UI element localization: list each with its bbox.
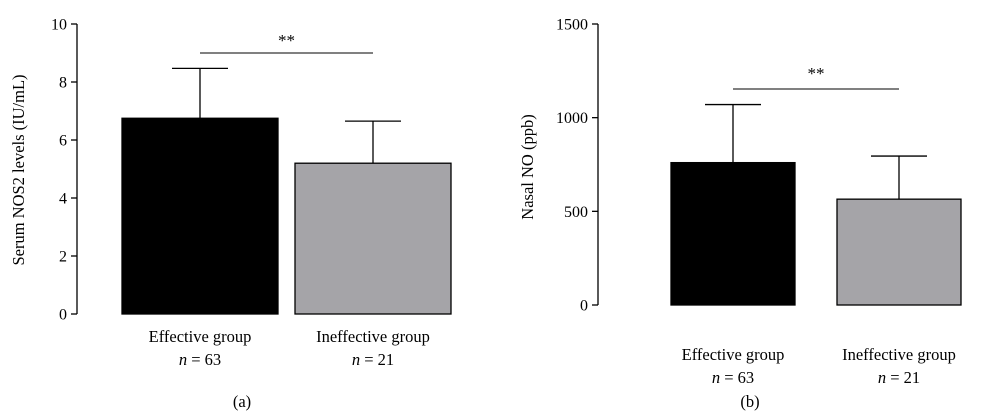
panel-a-n-label-ineffective: n = 21 xyxy=(352,350,394,369)
panel-b-y-tick-label: 0 xyxy=(580,298,588,315)
panel-a-y-tick-label: 8 xyxy=(59,75,67,92)
panel-b-y-tick-label: 1500 xyxy=(556,17,588,34)
panel-a-error-bars xyxy=(172,67,401,164)
panel-b-bar-effective xyxy=(670,161,796,306)
panel-a-y-tick-label: 6 xyxy=(59,133,67,150)
panel-b-chart: 0 500 1000 1500 ** Nasal NO (ppb) Effective… xyxy=(518,17,962,411)
panel-b-y-axis-label: Nasal NO (ppb) xyxy=(518,114,537,219)
panel-b-y-tick-label: 500 xyxy=(564,204,588,221)
panel-a-y-tick-label: 0 xyxy=(59,307,67,324)
panel-a-bar-ineffective xyxy=(294,162,452,315)
panel-a-bar-effective xyxy=(121,117,279,315)
panel-b-n-label-ineffective: n = 21 xyxy=(878,368,920,387)
panel-a-bars xyxy=(121,117,452,315)
panel-b-y-axis: 0 500 1000 1500 xyxy=(556,17,599,315)
panel-b-n-label-effective: n = 63 xyxy=(712,368,754,387)
panel-b-label: (b) xyxy=(740,392,759,411)
panel-a-significance: ** xyxy=(200,31,373,54)
panel-b-error-bars xyxy=(705,103,927,200)
panel-a-y-tick-label: 10 xyxy=(51,17,67,34)
panel-b-bar-ineffective xyxy=(836,198,962,306)
panel-b-category-label-effective: Effective group xyxy=(682,345,785,364)
panel-b-significance: ** xyxy=(733,64,899,90)
panel-a-y-tick-label: 2 xyxy=(59,249,67,266)
panel-a-significance-stars: ** xyxy=(278,31,295,50)
panel-a-label: (a) xyxy=(233,392,251,411)
panel-b-bars xyxy=(670,161,962,306)
panel-a-category-label-effective: Effective group xyxy=(149,327,252,346)
panel-b-significance-stars: ** xyxy=(808,64,825,83)
panel-a-chart: 0 2 4 6 8 10 ** Serum NOS2 levels (IU/mL) Eff… xyxy=(9,17,452,411)
panel-b-y-tick-label: 1000 xyxy=(556,110,588,127)
panel-a-n-label-effective: n = 63 xyxy=(179,350,221,369)
panel-a-category-label-ineffective: Ineffective group xyxy=(316,327,430,346)
panel-a-y-tick-label: 4 xyxy=(59,191,67,208)
panel-a-y-axis: 0 2 4 6 8 10 xyxy=(51,17,78,324)
panel-a-y-axis-label: Serum NOS2 levels (IU/mL) xyxy=(9,74,28,265)
panel-b-category-label-ineffective: Ineffective group xyxy=(842,345,956,364)
